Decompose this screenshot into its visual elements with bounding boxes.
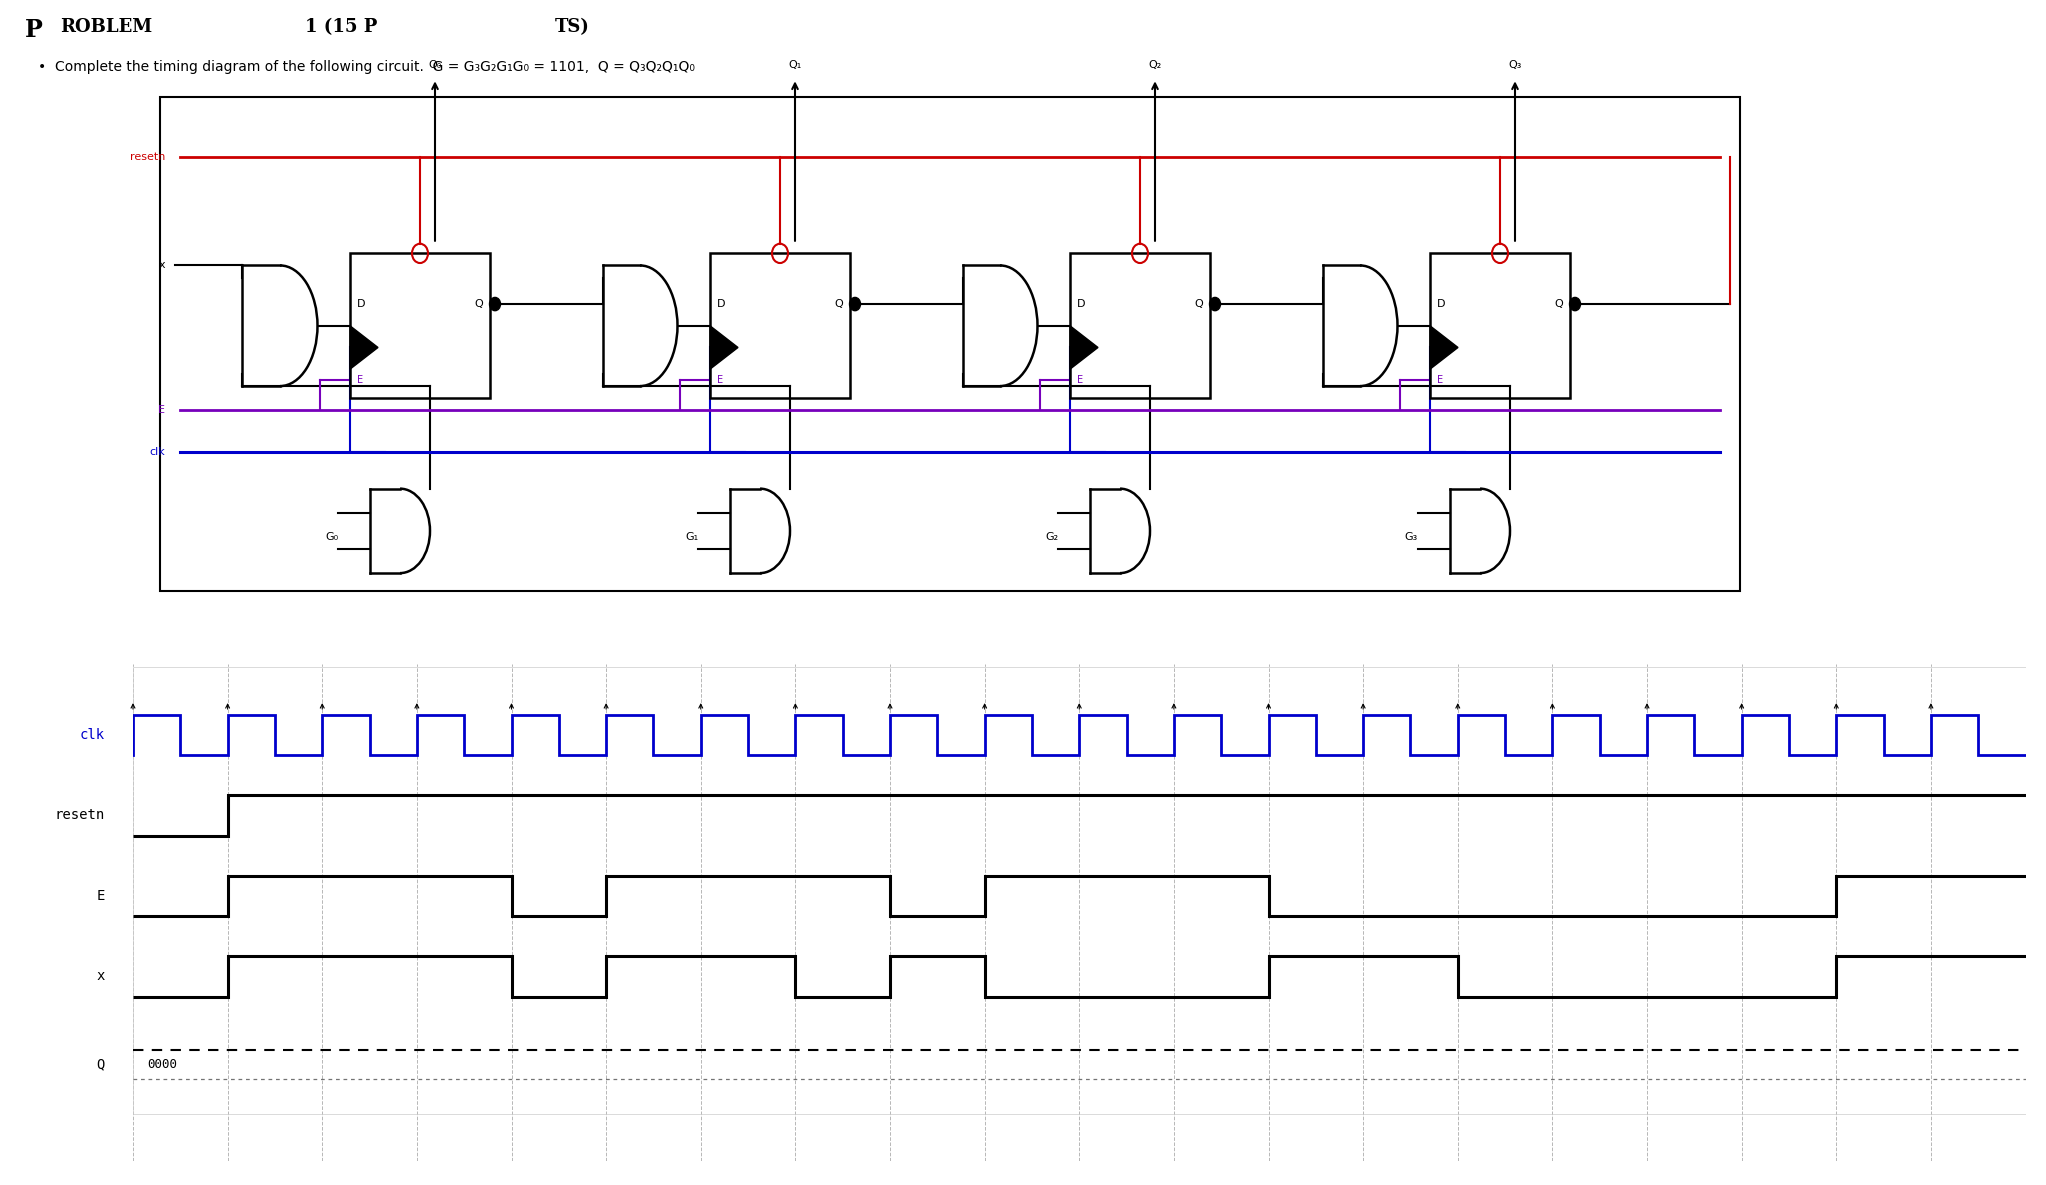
Polygon shape (1430, 326, 1459, 370)
Text: Q₀: Q₀ (428, 60, 442, 70)
Text: D: D (716, 299, 726, 309)
Bar (133, 667, 2026, 1114)
Polygon shape (710, 326, 739, 370)
Text: E: E (96, 889, 104, 903)
Text: 0000: 0000 (147, 1058, 178, 1071)
Text: G₁: G₁ (685, 532, 698, 542)
Circle shape (1209, 297, 1221, 310)
Text: E: E (356, 376, 362, 385)
Bar (710, 254, 849, 398)
Bar (160, 96, 1739, 591)
Circle shape (489, 297, 501, 310)
Text: clk: clk (149, 448, 166, 457)
Text: D: D (1436, 299, 1447, 309)
Text: ROBLEM: ROBLEM (59, 18, 151, 36)
Text: D: D (356, 299, 366, 309)
Text: TS): TS) (554, 18, 589, 36)
Text: D: D (1076, 299, 1086, 309)
Polygon shape (1070, 326, 1099, 370)
Text: G₃: G₃ (1406, 532, 1418, 542)
Text: P: P (25, 18, 43, 43)
Text: Q₃: Q₃ (1508, 60, 1522, 70)
Text: Q: Q (1195, 299, 1203, 309)
Text: Q: Q (1555, 299, 1563, 309)
Text: Q: Q (835, 299, 843, 309)
Text: x: x (158, 261, 166, 270)
Text: Q: Q (475, 299, 483, 309)
Polygon shape (350, 326, 379, 370)
Text: clk: clk (80, 728, 104, 742)
Text: E: E (158, 405, 166, 415)
Text: •  Complete the timing diagram of the following circuit.  G = G₃G₂G₁G₀ = 1101,  : • Complete the timing diagram of the fol… (39, 60, 696, 75)
Bar (1430, 254, 1569, 398)
Text: Q: Q (96, 1057, 104, 1071)
Text: E: E (716, 376, 722, 385)
Text: x: x (96, 969, 104, 984)
Text: resetn: resetn (129, 152, 166, 162)
Text: E: E (1076, 376, 1082, 385)
Text: Q₂: Q₂ (1148, 60, 1162, 70)
Circle shape (849, 297, 861, 310)
Circle shape (1569, 297, 1580, 310)
Text: Q₁: Q₁ (788, 60, 802, 70)
Text: G₂: G₂ (1046, 532, 1058, 542)
Bar (1070, 254, 1209, 398)
Text: G₀: G₀ (325, 532, 338, 542)
Text: resetn: resetn (55, 808, 104, 822)
Text: 1 (15 P: 1 (15 P (305, 18, 376, 36)
Bar (350, 254, 489, 398)
Text: E: E (1436, 376, 1442, 385)
